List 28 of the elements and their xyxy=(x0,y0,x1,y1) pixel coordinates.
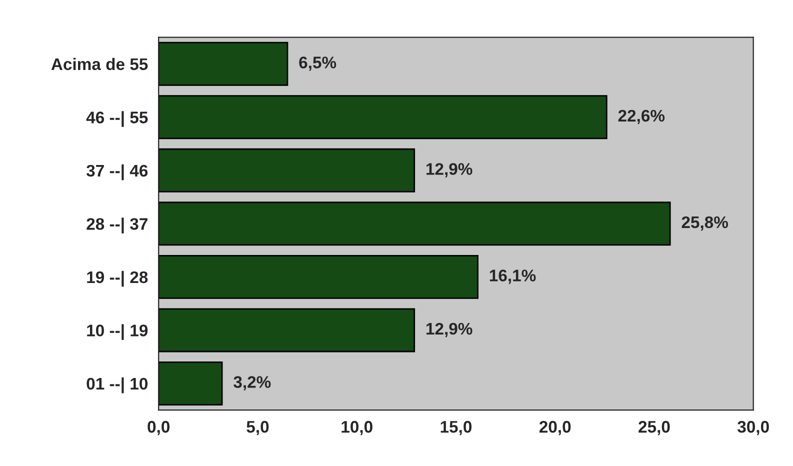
y-tick-label: 01 --| 10 xyxy=(86,377,148,394)
bar xyxy=(158,254,478,299)
data-label: 16,1% xyxy=(490,270,536,284)
x-tick-label: 0,0 xyxy=(148,420,170,436)
x-tick-label: 5,0 xyxy=(246,420,269,436)
data-label: 12,9% xyxy=(426,163,472,178)
data-label: 6,5% xyxy=(299,56,336,71)
y-tick-label: 10 --| 19 xyxy=(87,324,148,340)
x-tick-label: 30,0 xyxy=(738,420,769,436)
bar xyxy=(158,308,416,352)
y-tick-label: 19 --| 28 xyxy=(87,270,148,287)
data-label: 22,6% xyxy=(618,110,665,124)
x-tick-label: 25,0 xyxy=(638,420,670,436)
bar xyxy=(158,42,288,86)
bar xyxy=(158,148,416,192)
x-tick-label: 20,0 xyxy=(539,420,571,436)
data-label: 25,8% xyxy=(682,216,728,231)
y-tick-label: 46 --| 55 xyxy=(86,111,148,127)
data-label: 12,9% xyxy=(426,322,472,338)
bar xyxy=(158,202,671,246)
bar xyxy=(158,95,608,140)
x-tick-label: 10,0 xyxy=(342,420,372,436)
y-tick-label: 37 --| 46 xyxy=(86,164,148,180)
y-tick-label: 28 --| 37 xyxy=(86,218,148,234)
bar xyxy=(158,361,223,406)
y-tick-label: Acima de 55 xyxy=(51,58,148,70)
data-label: 3,2% xyxy=(234,376,271,390)
x-tick-label: 15,0 xyxy=(440,420,472,436)
